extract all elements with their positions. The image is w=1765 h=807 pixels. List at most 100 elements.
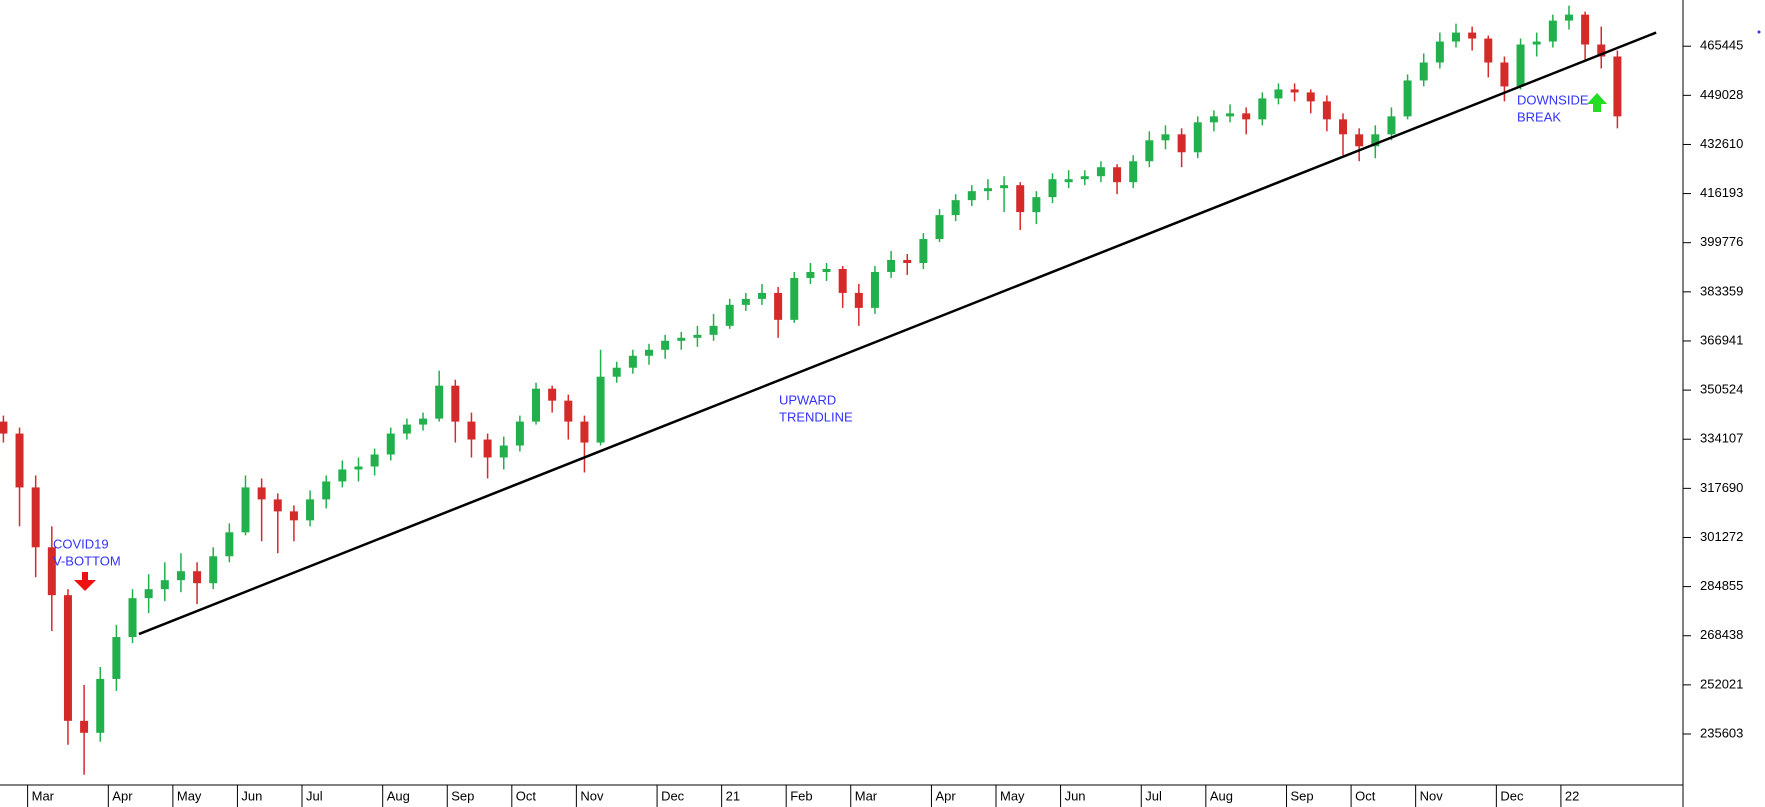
candle-body	[806, 271, 815, 278]
marker-dot	[1757, 30, 1761, 34]
x-tick-label: Sep	[451, 788, 474, 803]
x-tick-label: Dec	[1500, 788, 1524, 803]
up-arrow	[1587, 93, 1607, 112]
candle-body	[548, 388, 557, 401]
candle-body	[209, 556, 218, 584]
x-tick-label: Nov	[580, 788, 604, 803]
y-tick-label: 252021	[1700, 676, 1743, 691]
candle-body	[451, 385, 460, 422]
candle-body	[1306, 92, 1315, 102]
candle-body	[564, 400, 573, 422]
candle-body	[370, 454, 379, 467]
candle-body	[903, 259, 912, 263]
candle-body	[322, 481, 331, 500]
y-tick-label: 383359	[1700, 283, 1743, 298]
x-tick-label: 21	[726, 788, 740, 803]
candle-body	[1016, 185, 1025, 213]
candle-body	[225, 532, 234, 557]
candle-body	[1387, 116, 1396, 135]
candle-body	[1064, 179, 1073, 183]
candle-body	[1403, 80, 1412, 117]
candle-body	[693, 334, 702, 338]
candle-body	[1161, 134, 1170, 141]
candle-body	[951, 200, 960, 216]
y-tick-label: 366941	[1700, 332, 1743, 347]
annotation: V-BOTTOM	[53, 553, 121, 568]
x-tick-label: Apr	[935, 788, 956, 803]
candle-body	[435, 385, 444, 419]
candle-body	[1419, 62, 1428, 81]
x-tick-label: Jun	[241, 788, 262, 803]
candle-body	[1193, 122, 1202, 153]
candle-body	[1468, 32, 1477, 39]
y-tick-label: 301272	[1700, 529, 1743, 544]
annotation: TRENDLINE	[779, 409, 853, 424]
candle-body	[63, 595, 72, 721]
x-tick-label: Jul	[1145, 788, 1162, 803]
candle-body	[1435, 41, 1444, 63]
candle-body	[483, 439, 492, 458]
candle-body	[935, 215, 944, 240]
candle-body	[80, 720, 89, 733]
candle-body	[1452, 32, 1460, 42]
candle-body	[1242, 113, 1251, 120]
candle-body	[1129, 161, 1138, 183]
candle-body	[774, 292, 783, 320]
x-tick-label: Oct	[516, 788, 537, 803]
candle-body	[661, 340, 670, 350]
candle-body	[273, 499, 282, 512]
candle-body	[580, 421, 589, 443]
x-tick-label: Aug	[1210, 788, 1233, 803]
candle-body	[919, 239, 928, 263]
y-tick-label: 449028	[1700, 87, 1743, 102]
candle-body	[1613, 56, 1622, 117]
candle-body	[677, 337, 686, 341]
candle-body	[354, 466, 363, 470]
candle-body	[967, 191, 976, 201]
candle-body	[741, 298, 750, 305]
x-tick-label: May	[177, 788, 202, 803]
candle-body	[47, 547, 56, 596]
x-tick-label: Feb	[790, 788, 812, 803]
candle-body	[870, 271, 879, 308]
candle-body	[628, 355, 637, 368]
candle-body	[499, 445, 508, 458]
candle-body	[1371, 134, 1380, 147]
y-tick-label: 399776	[1700, 234, 1743, 249]
x-tick-label: Oct	[1355, 788, 1376, 803]
candle-body	[419, 418, 428, 425]
annotation: BREAK	[1517, 109, 1561, 124]
candle-body	[1290, 89, 1299, 93]
candle-body	[1113, 167, 1122, 183]
candle-body	[1484, 38, 1493, 63]
y-tick-label: 235603	[1700, 725, 1743, 740]
y-tick-label: 432610	[1700, 136, 1743, 151]
candle-body	[1564, 14, 1573, 21]
x-tick-label: Jul	[306, 788, 323, 803]
candle-body	[1548, 20, 1557, 42]
x-tick-label: Sep	[1291, 788, 1314, 803]
candle-body	[96, 678, 105, 733]
candle-body	[386, 433, 395, 455]
candle-body	[160, 580, 169, 590]
candle-body	[15, 433, 24, 488]
down-arrow	[74, 572, 96, 591]
candle-body	[709, 325, 718, 335]
candle-body	[1516, 44, 1525, 87]
x-tick-label: Mar	[855, 788, 878, 803]
candle-body	[112, 637, 121, 679]
candle-body	[193, 571, 202, 584]
candle-body	[1145, 140, 1154, 162]
candle-body	[1532, 41, 1541, 45]
candle-body	[1258, 98, 1267, 120]
x-tick-label: Dec	[661, 788, 685, 803]
candle-body	[1032, 197, 1041, 213]
candle-body	[1048, 179, 1057, 198]
candle-body	[854, 292, 863, 308]
candle-body	[144, 589, 153, 599]
candle-body	[515, 421, 524, 446]
x-tick-label: Aug	[387, 788, 410, 803]
candle-body	[983, 188, 992, 192]
